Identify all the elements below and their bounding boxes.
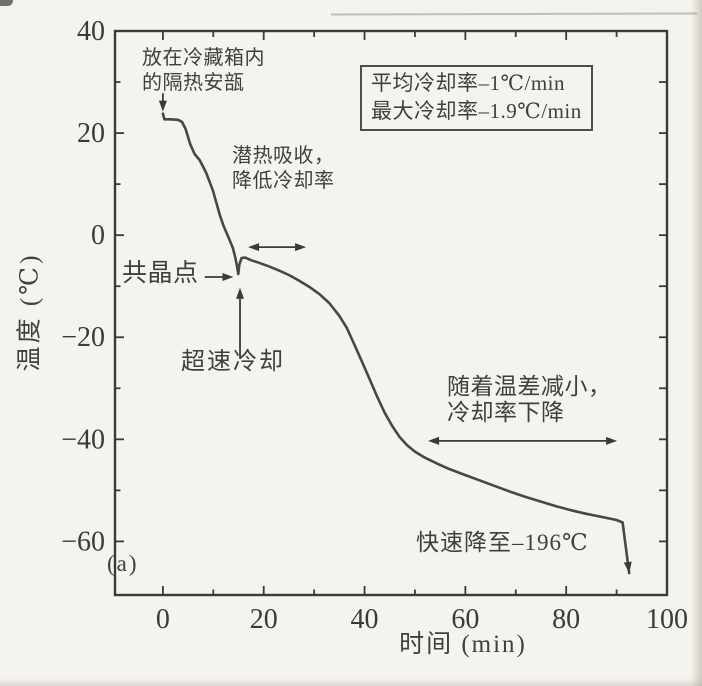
y-tick-label: −20	[61, 322, 105, 353]
eutectic-point-label: 共晶点	[122, 260, 199, 287]
latent-heat-note: 潜热吸收， 降低冷却率	[232, 145, 335, 192]
cooling-curve-line	[161, 112, 631, 575]
panel-letter-label: (a)	[107, 551, 139, 576]
y-tick-label: −40	[61, 424, 105, 455]
tempdiff-span-arrow-head-icon	[428, 436, 440, 445]
x-tick-label: 0	[156, 604, 170, 635]
ampoule-pointer-arrow-head-icon	[158, 100, 167, 112]
x-axis-title: 时间 (min)	[399, 631, 527, 658]
latent-span-arrow-head-icon	[295, 243, 307, 252]
x-tick-label: 40	[351, 604, 379, 635]
scan-artifact-corner	[0, 0, 13, 6]
ampoule-note: 放在冷藏箱内 的隔热安瓿	[142, 47, 265, 94]
y-tick-label: 40	[77, 16, 105, 47]
y-tick-label: 20	[77, 118, 105, 149]
y-tick-label: 0	[91, 220, 105, 251]
supercooling-label: 超速冷却	[181, 349, 285, 375]
supercool-pointer-arrow-head-icon	[236, 287, 245, 299]
y-axis-title: 温度 (℃)	[16, 252, 44, 372]
latent-span-arrow-head-icon	[248, 243, 260, 252]
curve-end-arrowhead-icon	[623, 561, 632, 574]
x-tick-label: 80	[552, 604, 580, 635]
y-tick-label: −60	[61, 526, 105, 557]
max-cooling-rate-text: 最大冷却率–1.9℃/min	[371, 99, 582, 123]
cooling-rate-stats-box: 平均冷却率–1℃/min 最大冷却率–1.9℃/min	[360, 65, 593, 131]
temp-difference-note: 随着温差减小， 冷却率下降	[447, 374, 612, 425]
x-tick-label: 20	[250, 604, 278, 635]
tempdiff-span-arrow-head-icon	[606, 436, 618, 445]
x-tick-label: 100	[646, 604, 688, 635]
eutectic-pointer-arrow-head-icon	[222, 273, 234, 282]
avg-cooling-rate-text: 平均冷却率–1℃/min	[371, 71, 565, 95]
rapid-cooling-label: 快速降至–196℃	[416, 530, 589, 555]
x-tick-label: 60	[451, 604, 479, 635]
plot-frame	[113, 29, 669, 597]
